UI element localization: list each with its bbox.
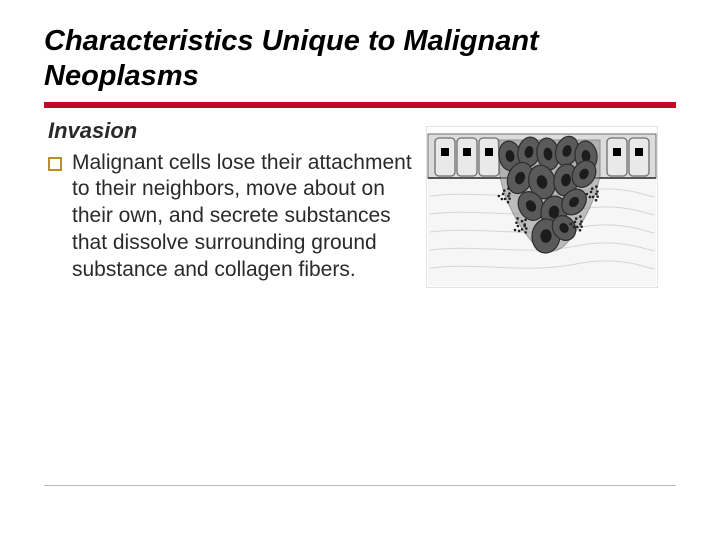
subheading: Invasion bbox=[44, 118, 414, 144]
footer-divider bbox=[44, 485, 676, 486]
slide-title: Characteristics Unique to Malignant Neop… bbox=[44, 24, 676, 94]
content-row: Invasion Malignant cells lose their atta… bbox=[44, 118, 676, 288]
square-bullet-icon bbox=[48, 157, 62, 171]
title-underline bbox=[44, 102, 676, 108]
text-column: Invasion Malignant cells lose their atta… bbox=[44, 118, 414, 284]
illustration-column bbox=[426, 126, 658, 288]
bullet-text: Malignant cells lose their attachment to… bbox=[72, 150, 414, 284]
cell-invasion-diagram bbox=[426, 126, 658, 288]
bullet-item: Malignant cells lose their attachment to… bbox=[44, 150, 414, 284]
